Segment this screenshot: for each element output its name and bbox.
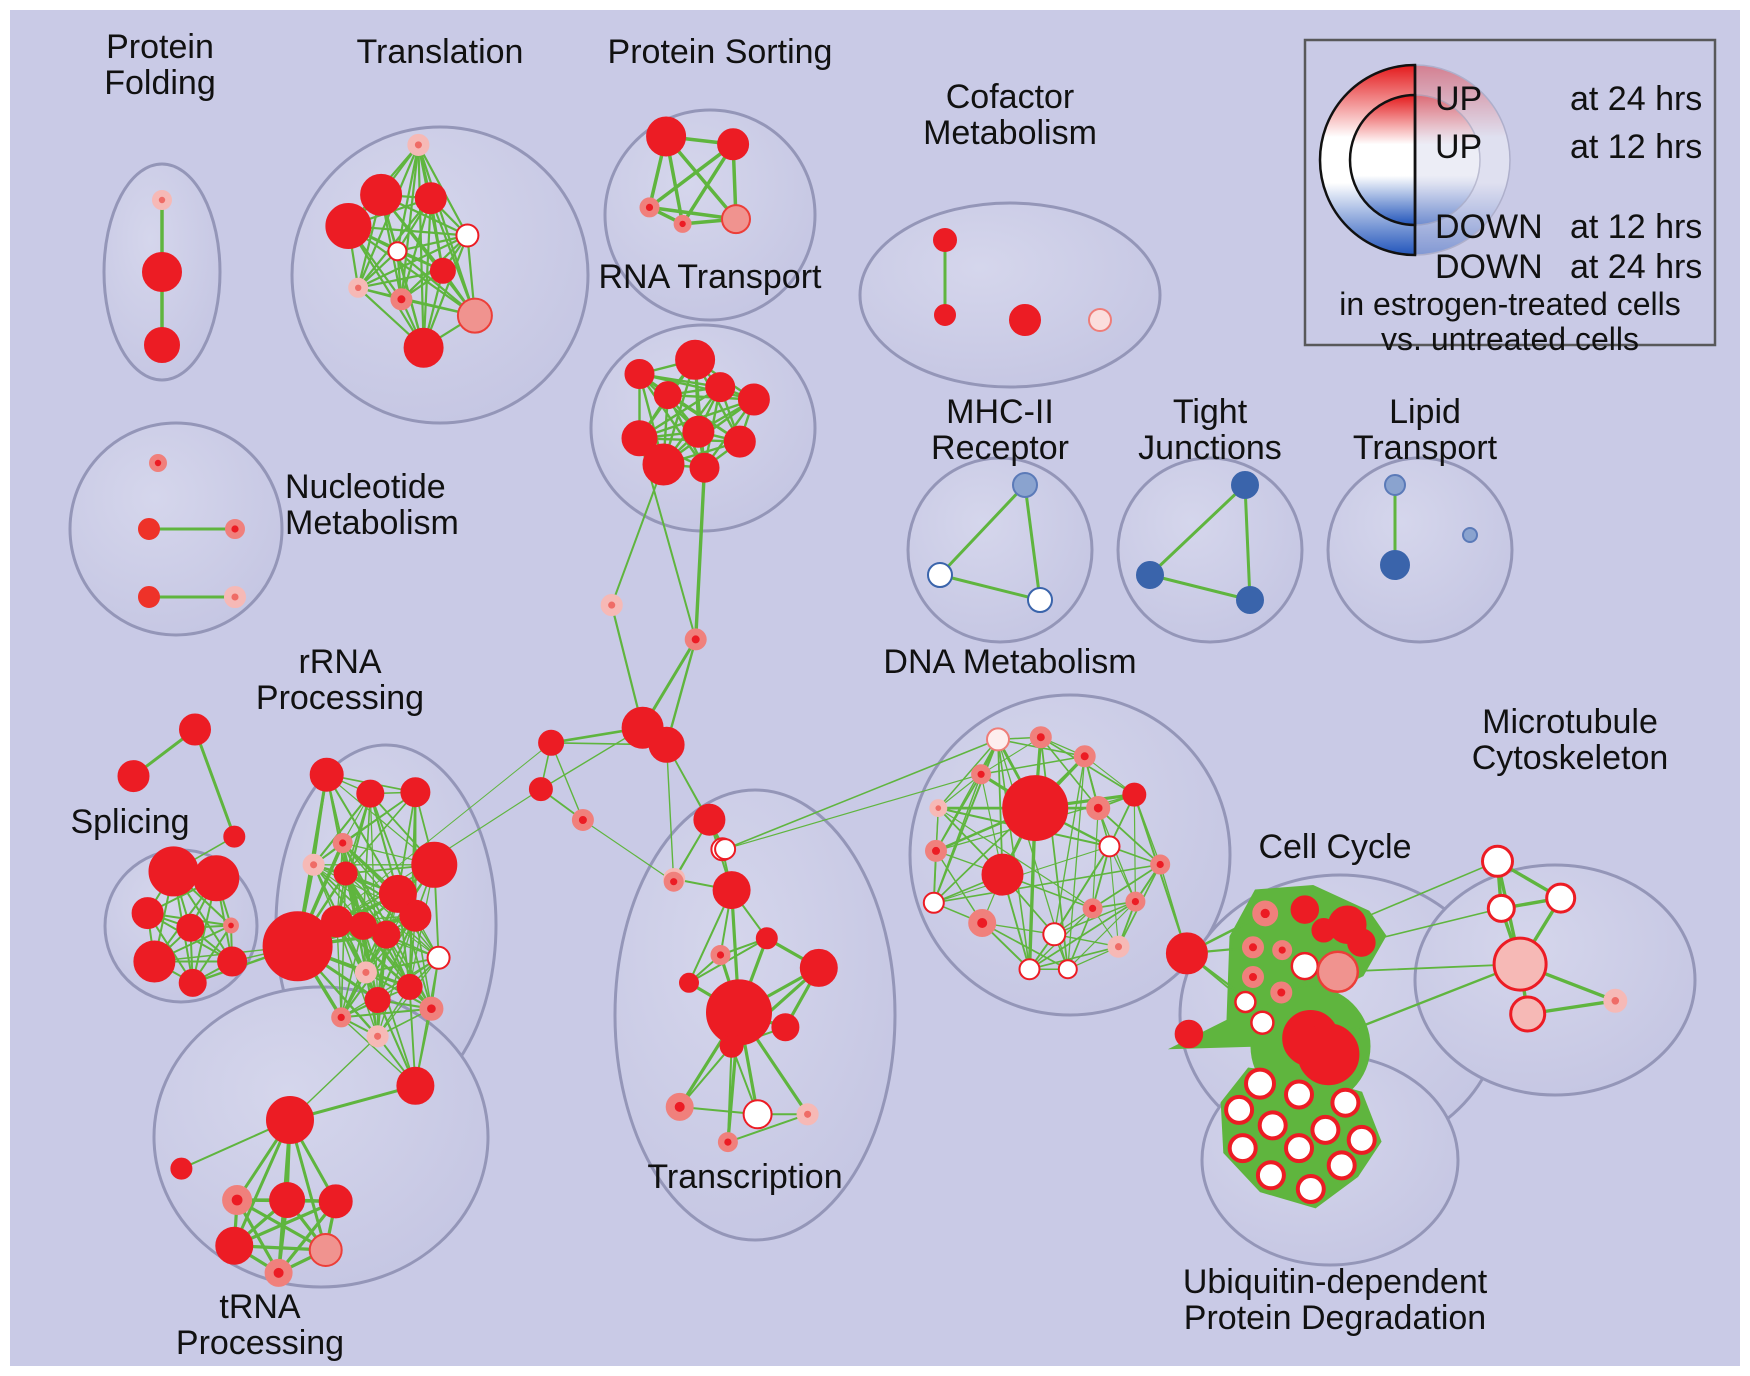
- svg-text:at 24 hrs: at 24 hrs: [1570, 80, 1702, 118]
- svg-text:at 12 hrs: at 12 hrs: [1570, 208, 1702, 246]
- svg-text:vs. untreated cells: vs. untreated cells: [1381, 321, 1639, 357]
- svg-text:UP: UP: [1435, 80, 1482, 118]
- svg-text:DOWN: DOWN: [1435, 248, 1543, 286]
- svg-text:in estrogen-treated cells: in estrogen-treated cells: [1339, 286, 1681, 322]
- svg-text:at 24 hrs: at 24 hrs: [1570, 248, 1702, 286]
- svg-text:UP: UP: [1435, 128, 1482, 166]
- svg-text:at 12 hrs: at 12 hrs: [1570, 128, 1702, 166]
- svg-text:DOWN: DOWN: [1435, 208, 1543, 246]
